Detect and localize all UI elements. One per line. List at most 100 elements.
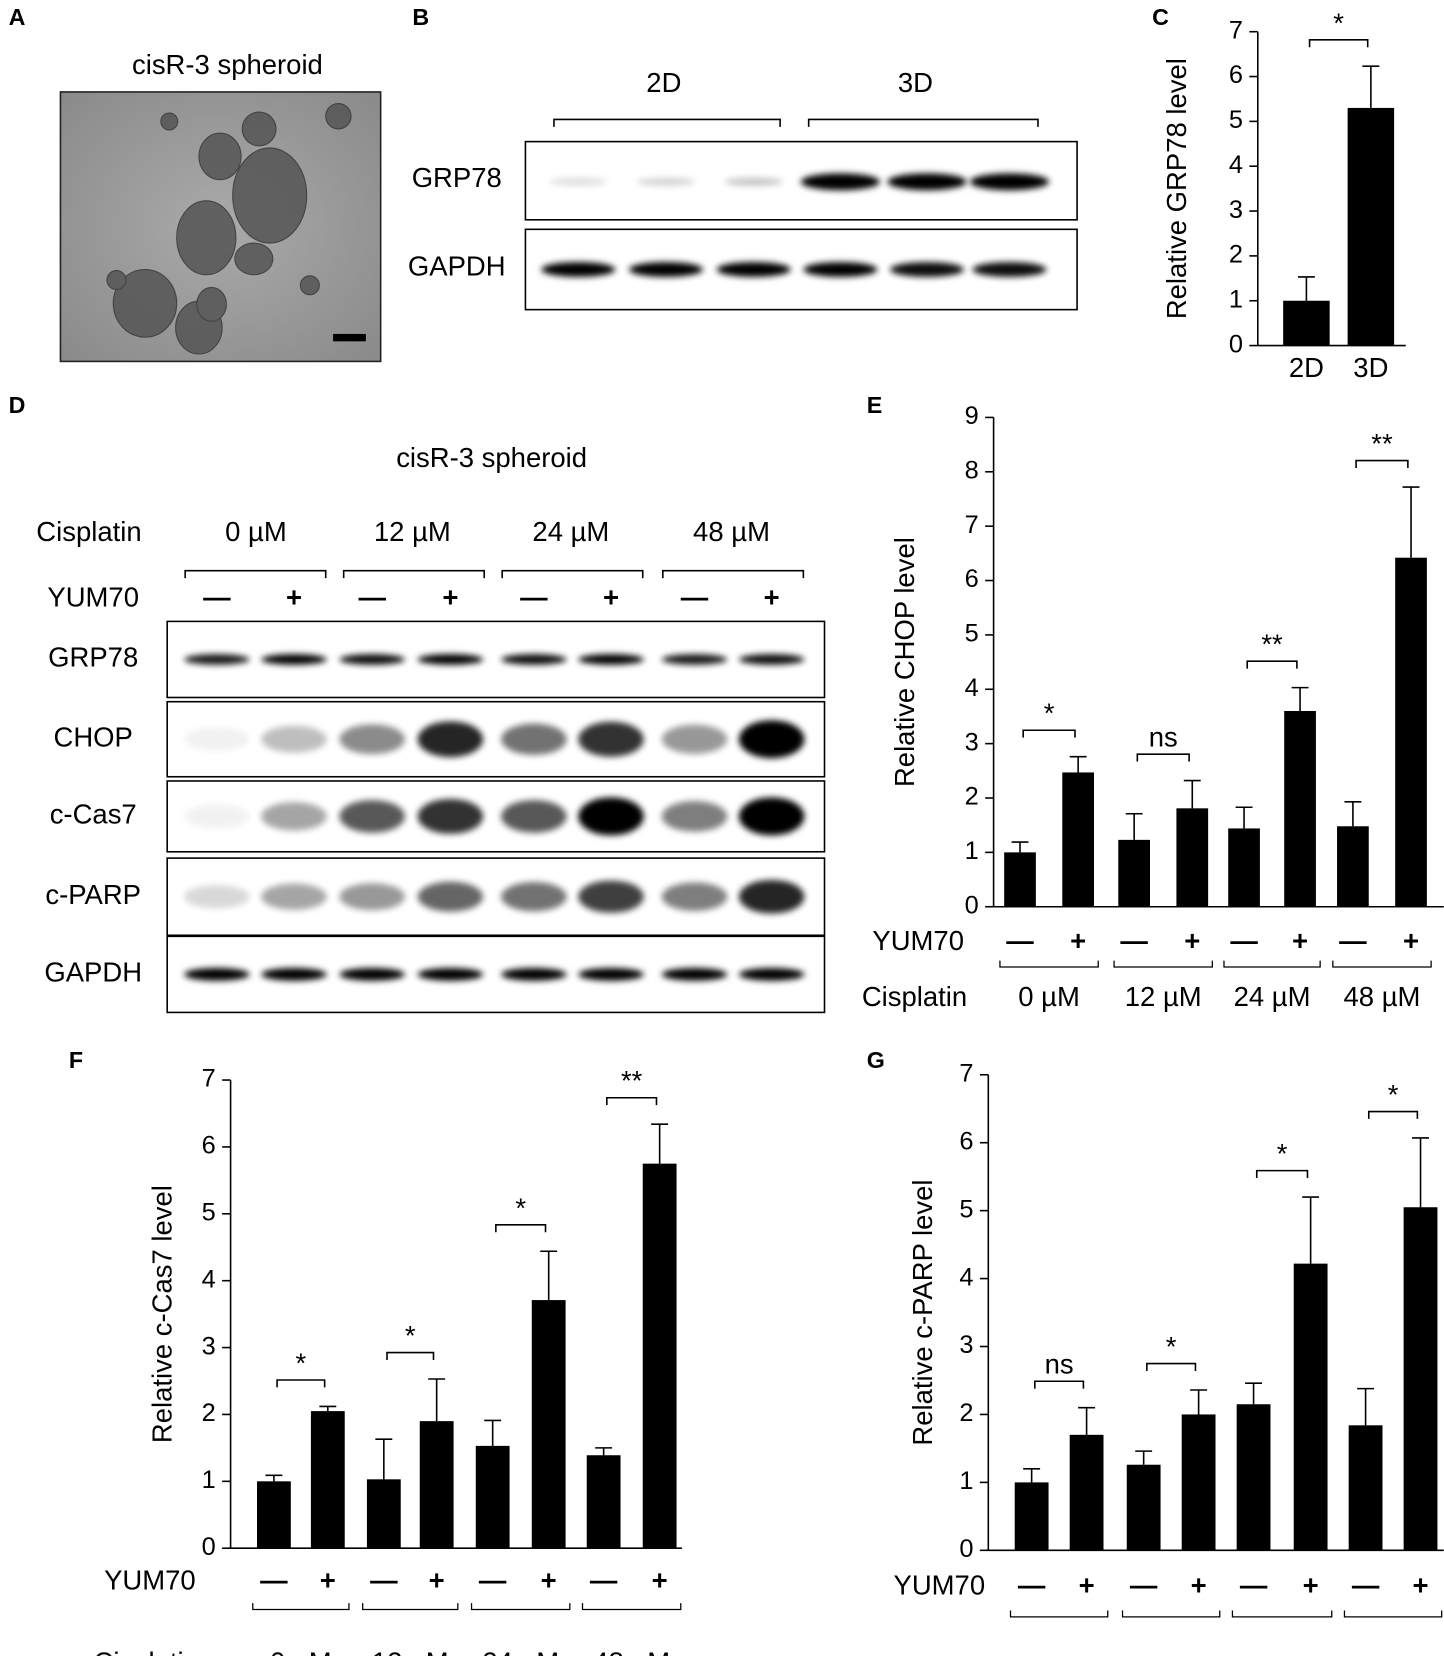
- y-tick-label: 1: [1229, 285, 1243, 313]
- band: [972, 262, 1047, 277]
- micrograph: [59, 91, 382, 363]
- band: [661, 724, 728, 754]
- bar: [1395, 557, 1427, 907]
- group-line: [1231, 1610, 1333, 1618]
- y-tick-label: 9: [965, 402, 979, 430]
- y-tick-label: 3: [959, 1331, 973, 1359]
- error-bar: [1412, 1137, 1429, 1208]
- group-line: [581, 1603, 682, 1611]
- band: [661, 968, 728, 981]
- error-bar: [1235, 806, 1253, 829]
- treatment-sign: —: [260, 1564, 288, 1595]
- bar: [366, 1479, 401, 1549]
- significance-label: *: [405, 1320, 416, 1351]
- y-axis-label: Relative CHOP level: [889, 537, 920, 787]
- error-bar: [1190, 1389, 1208, 1415]
- y-tick-label: 7: [959, 1059, 973, 1087]
- significance-label: *: [296, 1347, 307, 1378]
- treatment-sign: —: [358, 581, 386, 612]
- bracket: [553, 118, 1039, 127]
- dose-label: 12 µM: [1125, 981, 1202, 1012]
- bar: [1004, 852, 1036, 907]
- significance-bracket: [1246, 660, 1298, 669]
- band: [724, 177, 783, 186]
- error-bar: [1402, 486, 1420, 558]
- treatment-sign: +: [1292, 925, 1308, 956]
- row-label: Cisplatin: [94, 1647, 199, 1656]
- y-tick-label: 5: [965, 620, 979, 648]
- treatment-sign: —: [1230, 925, 1258, 956]
- band: [549, 177, 608, 186]
- band: [417, 881, 484, 912]
- bar: [257, 1481, 291, 1549]
- y-tick-label: 0: [965, 891, 979, 919]
- treatment-sign: +: [541, 1564, 557, 1595]
- band: [417, 798, 484, 834]
- treatment-sign: +: [652, 1564, 668, 1595]
- panel-label: C: [1152, 4, 1169, 30]
- y-tick-label: 2: [959, 1399, 973, 1427]
- y-tick-label: 0: [1229, 330, 1243, 358]
- y-tick-label: 6: [202, 1132, 216, 1160]
- dose-label: 48 µM: [1355, 1652, 1432, 1656]
- y-axis-label: Relative GRP78 level: [1161, 58, 1192, 319]
- band: [636, 177, 696, 186]
- band: [184, 654, 250, 665]
- error-bar: [1344, 801, 1362, 827]
- y-tick-label: 4: [1229, 151, 1243, 179]
- band: [417, 968, 484, 981]
- error-bar: [1357, 1387, 1375, 1426]
- row-label: GAPDH: [408, 251, 506, 282]
- bar: [475, 1445, 510, 1549]
- error-bar: [375, 1438, 393, 1480]
- treatment-sign: —: [681, 581, 709, 612]
- treatment-sign: +: [1079, 1570, 1095, 1601]
- y-tick-label: 4: [959, 1263, 973, 1291]
- error-bar: [540, 1250, 558, 1301]
- dose-label: 48 µM: [693, 516, 770, 547]
- error-bar: [265, 1474, 283, 1482]
- bar: [1337, 826, 1369, 907]
- error-bar: [1125, 812, 1143, 840]
- band: [738, 720, 805, 759]
- error-bar: [1302, 1196, 1320, 1264]
- bar: [1228, 828, 1260, 907]
- significance-label: **: [1261, 629, 1283, 660]
- band: [541, 262, 616, 277]
- y-tick-label: 7: [1229, 16, 1243, 44]
- dose-label: 48 µM: [1344, 981, 1421, 1012]
- bar: [1284, 711, 1316, 907]
- y-tick-label: 2: [1229, 241, 1243, 269]
- row-label: YUM70: [47, 581, 139, 612]
- dose-label: 12 µM: [374, 516, 451, 547]
- treatment-sign: —: [1006, 925, 1034, 956]
- dose-label: 0 µM: [1018, 981, 1080, 1012]
- treatment-sign: +: [1184, 925, 1200, 956]
- treatment-sign: —: [370, 1564, 398, 1595]
- condition-label: 2D: [646, 67, 681, 98]
- error-bar: [1183, 779, 1201, 809]
- significance-bracket: [1034, 1380, 1085, 1389]
- treatment-sign: +: [603, 581, 619, 612]
- significance-bracket: [1355, 459, 1409, 469]
- band: [501, 968, 567, 981]
- significance-label: ns: [1149, 722, 1178, 753]
- y-tick-label: 7: [202, 1065, 216, 1093]
- significance-bracket: [1136, 753, 1190, 762]
- bar: [1347, 107, 1395, 346]
- group-line: [1332, 960, 1432, 968]
- bar: [1126, 1464, 1161, 1551]
- band: [738, 968, 805, 981]
- treatment-sign: —: [1120, 925, 1148, 956]
- row-label: GRP78: [48, 642, 138, 673]
- bar: [586, 1455, 621, 1549]
- row-label: Cisplatin: [883, 1652, 988, 1656]
- condition-label: 3D: [898, 67, 933, 98]
- panel-title: cisR-3 spheroid: [396, 442, 587, 473]
- treatment-sign: —: [1339, 925, 1367, 956]
- x-tick-label: 3D: [1353, 352, 1388, 383]
- dose-label: 24 µM: [532, 516, 609, 547]
- treatment-sign: +: [429, 1564, 445, 1595]
- bar: [310, 1411, 345, 1549]
